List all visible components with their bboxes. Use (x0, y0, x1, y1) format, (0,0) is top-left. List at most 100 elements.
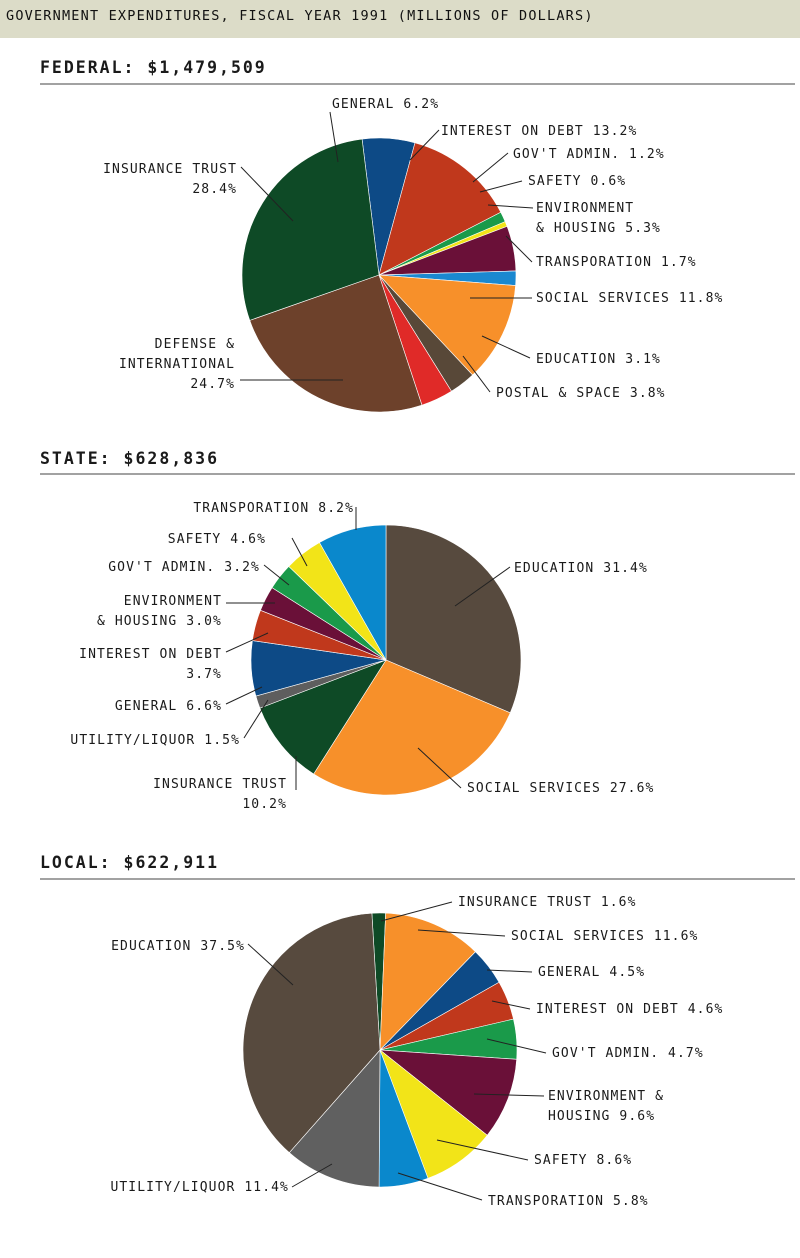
local-label-utility-liquor: UTILITY/LIQUOR 11.4% (110, 1180, 289, 1195)
federal-label-line: INSURANCE TRUST (103, 162, 237, 177)
federal-leader-transporation (505, 235, 533, 263)
local-label-insurance-trust: INSURANCE TRUST 1.6% (458, 895, 637, 910)
local-leader-interest-on-debt (491, 1000, 531, 1010)
state-label-line: EDUCATION 31.4% (514, 561, 648, 576)
federal-label-safety: SAFETY 0.6% (528, 174, 626, 189)
local-leader-utility-liquor (291, 1163, 333, 1188)
state-label-safety: SAFETY 4.6% (168, 532, 266, 547)
federal-label-line: ENVIRONMENT (536, 201, 634, 216)
federal-label-line: SOCIAL SERVICES 11.8% (536, 291, 723, 306)
state-label-line: & HOUSING 3.0% (97, 614, 222, 629)
federal-leader-insurance-trust (240, 166, 294, 222)
federal-leader-safety (479, 180, 523, 193)
local-label-line: INSURANCE TRUST 1.6% (458, 895, 637, 910)
local-chart-title: LOCAL: $622,911 (40, 853, 219, 872)
local-leader-social-services (417, 929, 506, 937)
state-pie (250, 524, 522, 796)
state-label-line: SAFETY 4.6% (168, 532, 266, 547)
state-label-transporation: TRANSPORATION 8.2% (193, 501, 354, 516)
local-label-education: EDUCATION 37.5% (111, 939, 245, 954)
state-leader-general (225, 686, 263, 705)
local-leader-gov-t-admin (486, 1038, 547, 1054)
federal-leader-general (329, 111, 339, 163)
local-leader-environment-housing (473, 1093, 545, 1097)
federal-label-education: EDUCATION 3.1% (536, 352, 661, 367)
local-label-line: HOUSING 9.6% (548, 1109, 655, 1124)
federal-chart-title: FEDERAL: $1,479,509 (40, 58, 267, 77)
state-slice-insurance-trust (259, 659, 387, 775)
federal-pie (241, 137, 517, 413)
local-label-environment-housing: ENVIRONMENT & HOUSING 9.6% (548, 1089, 664, 1124)
state-label-line: INTEREST ON DEBT (79, 647, 222, 662)
federal-label-line: & HOUSING 5.3% (536, 221, 661, 236)
local-slice-environment-housing (379, 1049, 517, 1136)
state-label-education: EDUCATION 31.4% (514, 561, 648, 576)
state-label-line: TRANSPORATION 8.2% (193, 501, 354, 516)
federal-label-social-services: SOCIAL SERVICES 11.8% (536, 291, 723, 306)
federal-label-insurance-trust: INSURANCE TRUST 28.4% (103, 162, 237, 197)
local-label-social-services: SOCIAL SERVICES 11.6% (511, 929, 698, 944)
state-label-line: INSURANCE TRUST (153, 777, 287, 792)
federal-label-transporation: TRANSPORATION 1.7% (536, 255, 697, 270)
state-slice-education (385, 524, 522, 714)
state-leader-education (454, 566, 511, 607)
state-leader-safety (291, 537, 308, 567)
federal-label-defense-international: DEFENSE & INTERNATIONAL 24.7% (119, 337, 235, 392)
federal-label-line: DEFENSE & (155, 337, 235, 352)
federal-label-postal-space: POSTAL & SPACE 3.8% (496, 386, 666, 401)
local-label-transporation: TRANSPORATION 5.8% (488, 1194, 649, 1209)
state-label-social-services: SOCIAL SERVICES 27.6% (467, 781, 654, 796)
federal-label-line: POSTAL & SPACE 3.8% (496, 386, 666, 401)
local-leader-transporation (397, 1172, 483, 1201)
federal-leader-interest-on-debt (409, 129, 440, 161)
state-label-insurance-trust: INSURANCE TRUST 10.2% (153, 777, 287, 812)
federal-label-line: 24.7% (190, 377, 235, 392)
state-label-environment-housing: ENVIRONMENT & HOUSING 3.0% (97, 594, 222, 629)
state-chart: STATE: $628,836 EDUCATION 31.4% SOCIAL SE… (40, 449, 795, 812)
local-label-interest-on-debt: INTEREST ON DEBT 4.6% (536, 1002, 723, 1017)
state-label-line: UTILITY/LIQUOR 1.5% (70, 733, 240, 748)
local-label-line: SOCIAL SERVICES 11.6% (511, 929, 698, 944)
local-label-safety: SAFETY 8.6% (534, 1153, 632, 1168)
state-label-gov-t-admin: GOV'T ADMIN. 3.2% (108, 560, 260, 575)
federal-leader-environment-housing (487, 204, 534, 209)
federal-label-environment-housing: ENVIRONMENT & HOUSING 5.3% (536, 201, 661, 236)
federal-slice-insurance-trust (241, 138, 380, 321)
federal-slice-social-services (378, 274, 516, 376)
state-chart-title: STATE: $628,836 (40, 449, 219, 468)
state-label-line: ENVIRONMENT (124, 594, 222, 609)
federal-label-line: GOV'T ADMIN. 1.2% (513, 147, 665, 162)
federal-label-line: 28.4% (192, 182, 237, 197)
federal-label-line: SAFETY 0.6% (528, 174, 626, 189)
federal-label-line: TRANSPORATION 1.7% (536, 255, 697, 270)
local-leader-education (247, 943, 294, 986)
chart-banner: GOVERNMENT EXPENDITURES, FISCAL YEAR 199… (0, 0, 800, 38)
state-leader-utility-liquor (243, 699, 269, 739)
state-leader-social-services (417, 747, 462, 789)
state-label-line: GOV'T ADMIN. 3.2% (108, 560, 260, 575)
federal-label-interest-on-debt: INTEREST ON DEBT 13.2% (441, 124, 637, 139)
federal-label-line: EDUCATION 3.1% (536, 352, 661, 367)
local-label-line: UTILITY/LIQUOR 11.4% (110, 1180, 289, 1195)
federal-chart: FEDERAL: $1,479,509 GENERAL 6.2%INTEREST… (40, 58, 795, 413)
local-slice-social-services (379, 912, 476, 1051)
state-slice-transporation (319, 524, 387, 662)
federal-label-general: GENERAL 6.2% (332, 97, 439, 112)
local-chart: LOCAL: $622,911 INSURANCE TRUST 1.6% SOCI… (40, 853, 795, 1209)
local-label-line: EDUCATION 37.5% (111, 939, 245, 954)
federal-leader-education (481, 335, 531, 359)
local-slice-utility-liquor (288, 1049, 381, 1188)
federal-label-line: GENERAL 6.2% (332, 97, 439, 112)
state-leader-interest-on-debt (225, 632, 269, 653)
local-label-gov-t-admin: GOV'T ADMIN. 4.7% (552, 1046, 704, 1061)
local-leader-general (486, 969, 533, 973)
local-label-line: SAFETY 8.6% (534, 1153, 632, 1168)
local-pie (242, 912, 518, 1188)
local-label-line: TRANSPORATION 5.8% (488, 1194, 649, 1209)
local-slice-education (242, 912, 381, 1154)
local-leader-insurance-trust (380, 901, 453, 922)
state-slice-social-services (313, 659, 511, 796)
local-label-line: ENVIRONMENT & (548, 1089, 664, 1104)
state-label-utility-liquor: UTILITY/LIQUOR 1.5% (70, 733, 240, 748)
state-label-line: 3.7% (186, 667, 222, 682)
